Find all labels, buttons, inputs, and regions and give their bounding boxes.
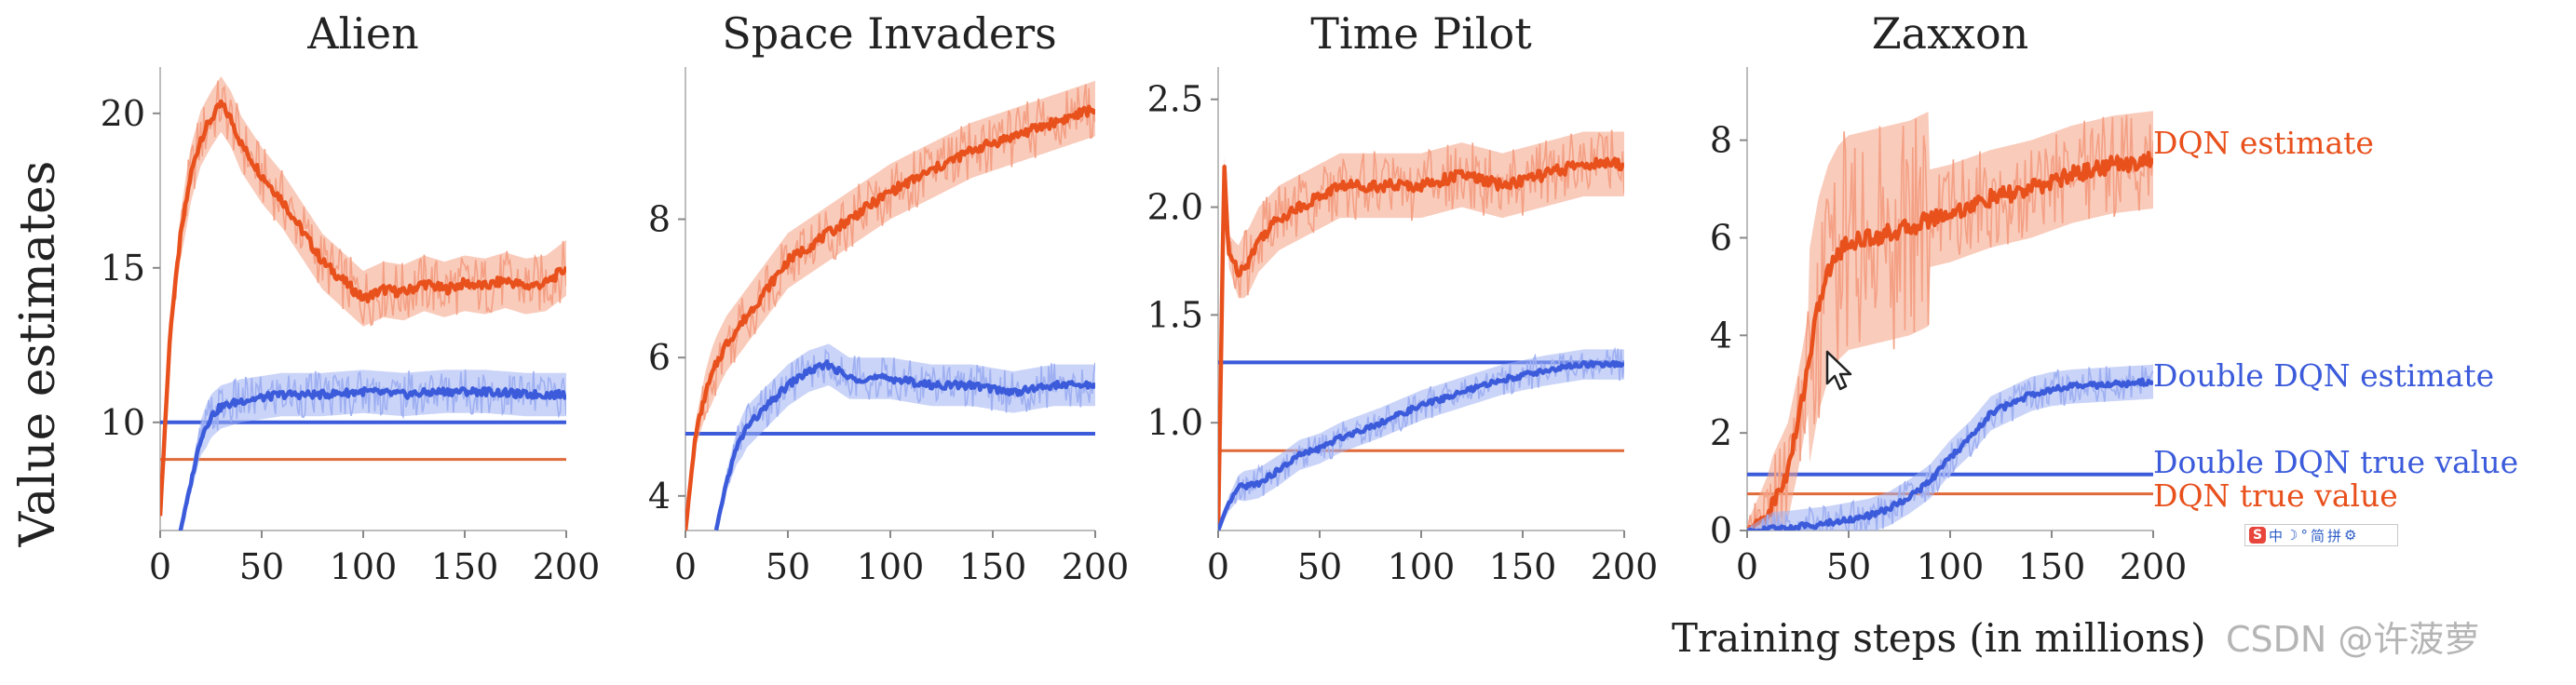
dqn-estimate-line [1218, 156, 1624, 531]
x-tick-label: 0 [1736, 546, 1758, 587]
y-tick-label: 2 [1710, 412, 1732, 453]
legend-double-dqn-true-value: Double DQN true value [2153, 444, 2518, 480]
x-tick-label: 50 [1826, 546, 1871, 587]
plot-area [1747, 111, 2153, 531]
chart-title: Zaxxon [1872, 8, 2029, 59]
legend-dqn-estimate: DQN estimate [2153, 125, 2374, 161]
panel-space-invaders: Space Invaders 0 50 100 150 200 4 6 8 [648, 8, 1129, 587]
y-tick-label: 8 [1710, 120, 1732, 161]
y-tick-label: 2.0 [1147, 187, 1203, 228]
double-dqn-raw-trace [1750, 366, 2153, 531]
dqn-estimate-line [1747, 151, 2153, 531]
y-tick-label: 6 [648, 337, 671, 378]
x-tick-label: 100 [330, 546, 398, 587]
ime-logo-icon[interactable]: S [2249, 527, 2266, 544]
x-tick-label: 0 [1207, 546, 1229, 587]
y-tick-label: 10 [101, 402, 145, 443]
watermark: CSDN @许菠萝 [2226, 619, 2479, 660]
double-dqn-variance-band [1218, 349, 1624, 531]
x-tick-label: 200 [533, 546, 601, 587]
chart-title: Alien [306, 8, 419, 59]
x-tick-label: 150 [2018, 546, 2086, 587]
mouse-pointer-icon [1825, 350, 1852, 391]
ime-simplified[interactable]: 简 [2310, 527, 2325, 544]
ime-moon-icon[interactable]: ☽ [2285, 527, 2298, 544]
double-dqn-estimate-line [178, 385, 566, 531]
plot-area [160, 76, 566, 531]
ime-settings-icon[interactable]: ⚙ [2344, 527, 2357, 544]
dqn-variance-band [685, 80, 1095, 531]
double-dqn-estimate-line [1747, 377, 2153, 531]
panel-zaxxon: Zaxxon 0 50 100 150 200 0 2 4 6 8 [1710, 8, 2187, 587]
ime-punct-icon[interactable]: ° [2300, 527, 2308, 544]
double-dqn-variance-band [1747, 364, 2153, 531]
y-tick-label: 0 [1710, 510, 1732, 551]
x-tick-label: 100 [857, 546, 925, 587]
x-tick-label: 200 [1062, 546, 1130, 587]
x-tick-label: 150 [431, 546, 499, 587]
x-tick-label: 100 [1917, 546, 1985, 587]
panel-alien: Alien 0 50 100 150 200 10 15 20 [101, 8, 601, 587]
dqn-estimate-line [160, 99, 566, 517]
chart-title: Time Pilot [1310, 8, 1532, 59]
y-tick-label: 2.5 [1147, 79, 1203, 120]
x-tick-label: 0 [674, 546, 697, 587]
x-tick-label: 200 [2120, 546, 2188, 587]
y-tick-label: 4 [648, 476, 671, 517]
legend-double-dqn-estimate: Double DQN estimate [2153, 357, 2494, 394]
dqn-raw-trace [685, 84, 1095, 531]
x-tick-label: 0 [149, 546, 171, 587]
dqn-variance-band [1218, 131, 1624, 531]
y-tick-label: 4 [1710, 315, 1732, 356]
ime-toolbar[interactable]: S 中 ☽ ° 简 拼 ⚙ [2244, 524, 2398, 546]
double-dqn-raw-trace [715, 348, 1095, 529]
x-tick-label: 50 [239, 546, 284, 587]
double-dqn-variance-band [716, 343, 1095, 531]
double-dqn-variance-band [180, 369, 566, 531]
y-tick-label: 15 [101, 248, 145, 289]
plot-area [685, 80, 1095, 531]
x-axis-label: Training steps (in millions) [1672, 615, 2205, 661]
plot-area [1218, 129, 1624, 531]
y-tick-label: 1.0 [1147, 402, 1203, 443]
dqn-variance-band [1747, 111, 2153, 531]
ime-pinyin[interactable]: 拼 [2326, 527, 2341, 544]
y-tick-label: 20 [101, 93, 145, 134]
ime-chinese-mode[interactable]: 中 [2269, 527, 2284, 544]
x-tick-label: 50 [766, 546, 810, 587]
y-tick-label: 8 [648, 199, 671, 240]
x-tick-label: 50 [1297, 546, 1342, 587]
chart-title: Space Invaders [722, 8, 1056, 59]
double-dqn-estimate-line [713, 359, 1095, 531]
panel-time-pilot: Time Pilot 0 50 100 150 200 1.0 1.5 2.0 2.5 [1147, 8, 1659, 587]
y-tick-label: 6 [1710, 217, 1732, 258]
x-tick-label: 150 [1489, 546, 1557, 587]
y-tick-label: 1.5 [1147, 294, 1203, 335]
legend-dqn-true-value: DQN true value [2153, 477, 2398, 514]
dqn-estimate-line [685, 104, 1095, 531]
x-tick-label: 150 [959, 546, 1027, 587]
x-tick-label: 100 [1388, 546, 1456, 587]
double-dqn-estimate-line [1218, 359, 1624, 531]
y-axis-label: Value estimates [10, 161, 66, 548]
x-tick-label: 200 [1591, 546, 1659, 587]
